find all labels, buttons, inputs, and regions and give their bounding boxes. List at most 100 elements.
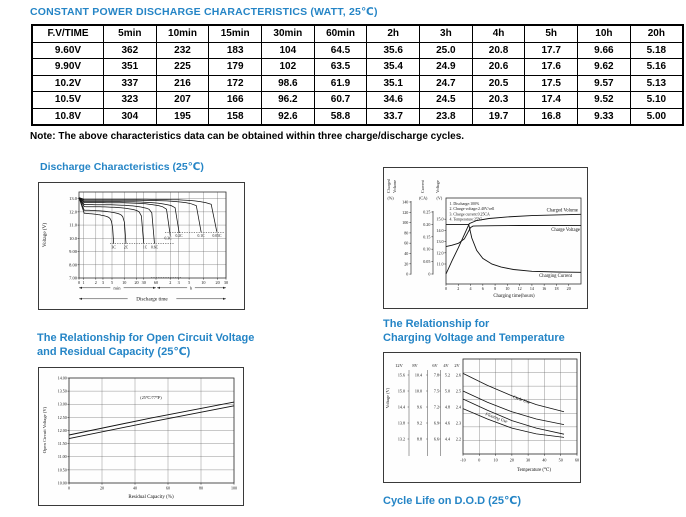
tick-label: 15.0 <box>398 388 405 393</box>
table-cell: 10.2V <box>31 74 104 92</box>
tick-label: 2.3 <box>456 420 461 425</box>
scale-header: 2V <box>454 363 460 368</box>
charging-voltage-temperature-title: The Relationship for Charging Voltage an… <box>383 317 565 345</box>
table-cell: 158 <box>208 107 263 126</box>
table-cell: 64.5 <box>313 41 368 59</box>
table-cell: 96.2 <box>261 91 315 109</box>
tick-label: 0.10 <box>423 247 430 252</box>
legend-line: 2. Charge voltage:2.40V/cell <box>450 207 495 211</box>
tick-label: 140 <box>402 200 408 205</box>
table-cell: 23.8 <box>419 107 473 126</box>
tick-label: 11.0 <box>437 262 444 267</box>
table-cell: 17.7 <box>524 41 579 59</box>
tick-label: 15.6 <box>398 372 405 377</box>
plot-frame <box>78 191 227 279</box>
tick-label: 0.05 <box>423 259 430 264</box>
curve-label: 3C <box>112 246 117 250</box>
table-row: 10.8V 304 195 158 92.6 58.8 33.7 23.8 19.7 16.8 9.… <box>31 107 684 126</box>
curve-label: Cycle Use <box>512 394 531 405</box>
tick-label: 10 <box>494 458 498 463</box>
curve-label: 0.6C <box>151 246 159 250</box>
tick-label: 30 <box>224 280 228 285</box>
tick-label: 10.00 <box>58 480 67 485</box>
table-cell: 232 <box>155 41 210 59</box>
tick-label: 8.8 <box>417 436 422 441</box>
discharge-curve <box>78 197 218 232</box>
tick-label: 60 <box>575 458 579 463</box>
legend-line: 4. Temperature:25℃ <box>450 218 483 222</box>
table-cell: 16.8 <box>524 107 579 126</box>
tick-label: 6.9 <box>434 420 439 425</box>
scale-header: 8V <box>412 363 418 368</box>
ct-title-line2: Charging Voltage and Temperature <box>383 332 565 344</box>
tick-label: 1 <box>82 280 84 285</box>
axis-unit-label: min <box>113 285 121 290</box>
tick-label: 0.20 <box>423 222 430 227</box>
tick-label: 8.00 <box>69 262 78 267</box>
ocv-title: The Relationship for Open Circuit Voltag… <box>37 331 254 359</box>
arrowhead <box>223 286 226 289</box>
axis-unit-label: Discharge time <box>136 296 168 302</box>
table-row: 9.60V 362 232 183 104 64.5 35.6 25.0 20.8 17.7 9.6… <box>31 41 684 59</box>
table-cell: 24.5 <box>419 91 473 109</box>
tick-label: 7.5 <box>434 388 439 393</box>
note-text: Note: The above characteristics data can… <box>30 131 465 142</box>
axis-unit-label: (CA) <box>419 196 428 201</box>
page-title: CONSTANT POWER DISCHARGE CHARACTERISTICS… <box>30 6 378 18</box>
tick-label: 3 <box>178 280 180 285</box>
tick-label: 13.0 <box>436 239 443 244</box>
tick-label: 13.0 <box>69 196 78 201</box>
tick-label: 11.50 <box>58 441 67 446</box>
tick-label: 12.50 <box>58 415 67 420</box>
constant-power-discharge-table: F.V/TIME 5min 10min 15min 30min 60min 2h 3h 4h 5h… <box>31 24 684 126</box>
tick-label: 0 <box>406 272 408 277</box>
discharge-curve <box>78 197 115 244</box>
tick-label: 20 <box>510 458 514 463</box>
tick-label: 4.4 <box>445 436 450 441</box>
tick-label: 0.15 <box>423 234 430 239</box>
curve-label: Charged Volume <box>547 209 578 214</box>
tick-label: 4.6 <box>445 420 450 425</box>
plot-frame <box>462 358 578 455</box>
tick-label: 2 <box>457 286 459 291</box>
table-cell: 20.5 <box>471 74 526 92</box>
table-cell: 24.9 <box>419 58 473 76</box>
tick-label: 20 <box>134 280 138 285</box>
arrowhead <box>79 297 82 300</box>
table-cell: 92.6 <box>261 107 315 126</box>
legend-line: 3. Charge current:0.25CA <box>450 212 491 216</box>
tick-label: 60 <box>404 241 408 246</box>
tick-label: 0 <box>428 272 430 277</box>
tick-label: 2.4 <box>456 404 461 409</box>
x-axis-label: Temperature (℃) <box>517 467 551 473</box>
axis-unit-label: h <box>190 285 193 290</box>
table-cell: 17.5 <box>524 74 579 92</box>
table-header-cell: 3h <box>419 24 473 43</box>
tick-label: 2 <box>95 280 97 285</box>
table-cell: 58.8 <box>313 107 368 126</box>
tick-label: 5 <box>111 280 113 285</box>
scale-header: 6V <box>432 363 438 368</box>
ct-title-line1: The Relationship for <box>383 318 490 330</box>
ocv-title-line2: and Residual Capacity (25℃) <box>37 346 191 358</box>
table-cell: 9.52 <box>577 91 631 109</box>
tick-label: 4.8 <box>445 404 450 409</box>
curve-label: Charging Current <box>539 274 573 279</box>
curve-label: 0.2C <box>175 234 183 238</box>
tick-label: 40 <box>404 251 408 256</box>
table-cell: 35.1 <box>366 74 421 92</box>
ocv-chart-svg: 14.00 13.50 13.00 12.50 12.00 11.50 11.00 10.50… <box>42 375 237 500</box>
table-cell: 9.62 <box>577 58 631 76</box>
table-cell: 5.10 <box>629 91 684 109</box>
ocv-line <box>68 405 235 440</box>
tick-label: 20 <box>404 261 408 266</box>
tick-label: 6 <box>482 286 484 291</box>
tick-label: 0 <box>478 458 480 463</box>
tick-label: 10.0 <box>69 236 78 241</box>
tick-label: 14.00 <box>58 375 67 380</box>
table-header-cell: 20h <box>629 24 684 43</box>
discharge-chart-svg: 3C 2C 1C 0.6C 0.3C0.2C 0.1C 0.05C 13.0 12.0 11.0 1… <box>41 191 228 302</box>
cycle-life-title: Cycle Life on D.O.D (25℃) <box>383 495 522 507</box>
table-cell: 61.9 <box>313 74 368 92</box>
axis-name: Volume <box>392 180 397 193</box>
